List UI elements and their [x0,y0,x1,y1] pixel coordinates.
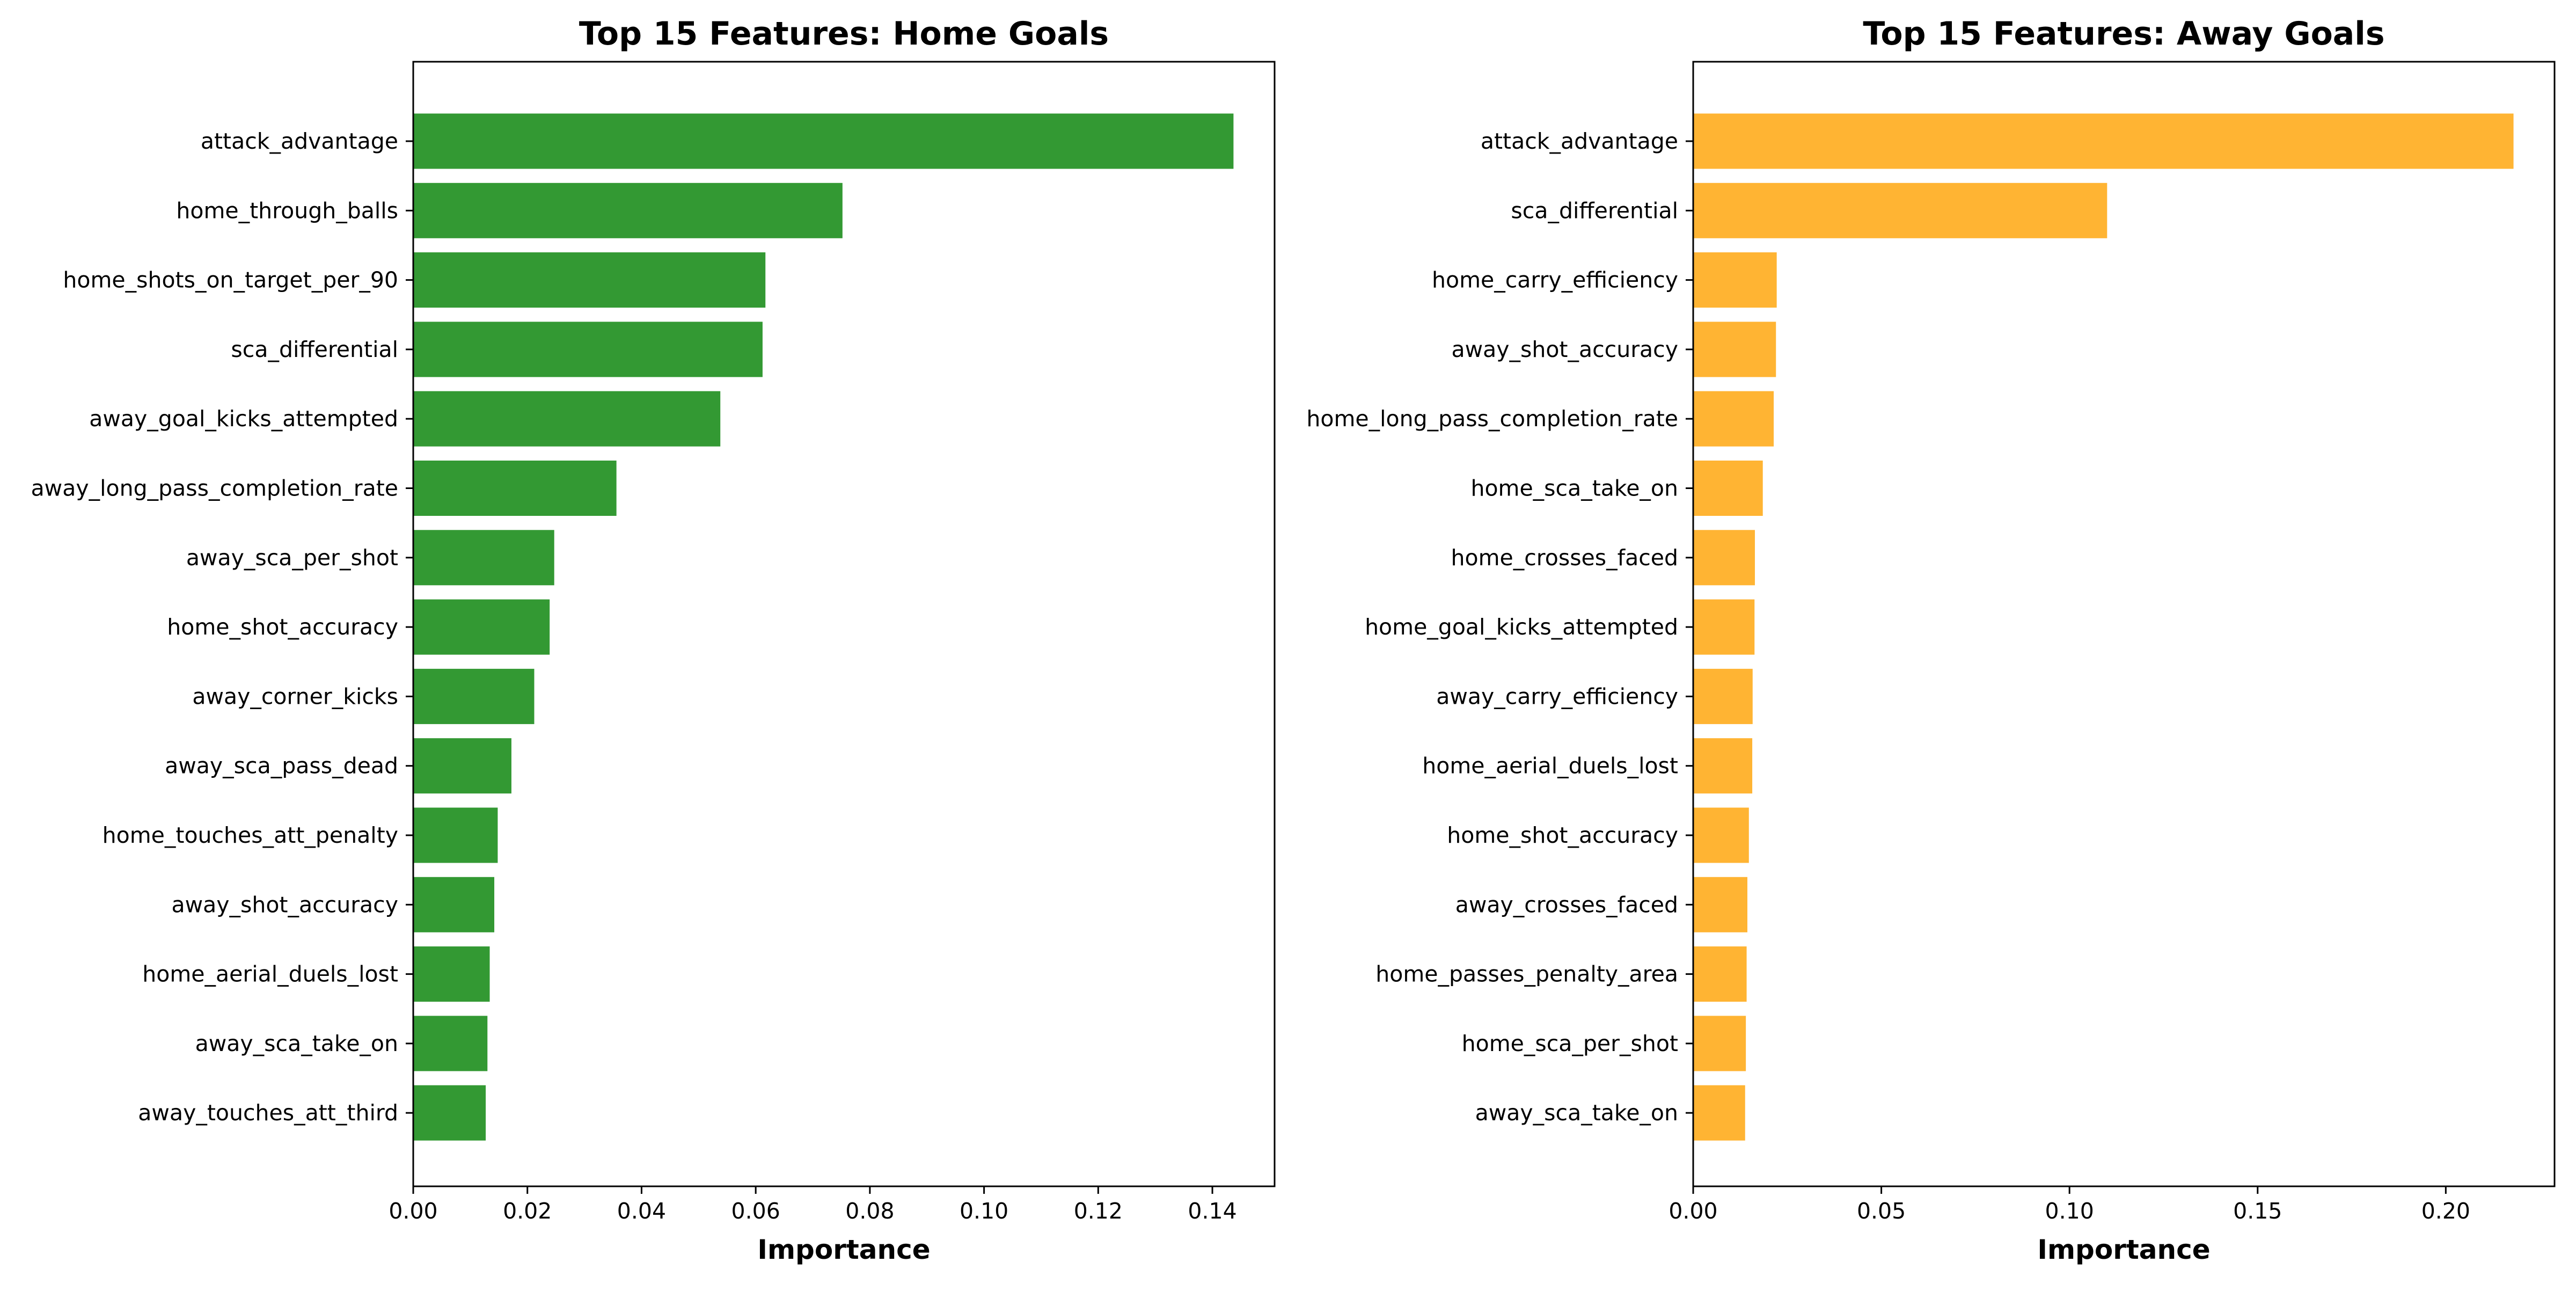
x-tick-label: 0.04 [617,1198,666,1224]
bar-home-shot-accuracy [413,599,550,655]
category-label: home_long_pass_completion_rate [1306,406,1678,432]
x-tick-label: 0.12 [1074,1198,1123,1224]
category-label: away_goal_kicks_attempted [89,406,398,432]
bar-attack-advantage [1693,113,2514,169]
x-axis-label: Importance [2037,1234,2210,1265]
category-label: away_long_pass_completion_rate [31,476,398,501]
bar-home-sca-take-on [1693,461,1763,516]
bar-away-sca-take-on [1693,1085,1745,1141]
bar-home-carry-efficiency [1693,252,1777,308]
bar-away-goal-kicks-attempted [413,391,721,447]
away-goals-panel: Top 15 Features: Away Goals attack_advant… [1306,15,2556,1265]
x-tick-label: 0.05 [1857,1198,1906,1224]
bar-sca-differential [1693,183,2107,238]
category-label: away_sca_take_on [1475,1100,1678,1126]
category-label: home_sca_take_on [1470,476,1678,501]
bar-home-passes-penalty-area [1693,946,1747,1002]
category-label: home_carry_efficiency [1432,267,1678,293]
bar-home-aerial-duels-lost [413,946,490,1002]
x-tick-label: 0.14 [1188,1198,1236,1224]
x-tick-label: 0.00 [1668,1198,1717,1224]
x-tick-label: 0.20 [2421,1198,2470,1224]
category-label: away_shot_accuracy [1451,337,1678,362]
bar-home-through-balls [413,183,843,238]
category-label: home_through_balls [176,198,398,223]
bar-away-sca-take-on [413,1016,488,1071]
category-label: attack_advantage [1481,128,1678,154]
x-tick-label: 0.06 [731,1198,780,1224]
category-label: home_passes_penalty_area [1375,961,1678,987]
bar-home-crosses-faced [1693,530,1755,586]
x-tick-label: 0.10 [2045,1198,2094,1224]
category-label: away_corner_kicks [192,683,398,709]
category-label: attack_advantage [201,128,398,154]
category-label: home_goal_kicks_attempted [1365,614,1678,640]
chart-title: Top 15 Features: Away Goals [1863,15,2384,53]
bar-home-shot-accuracy [1693,807,1749,863]
plot-frame [412,61,1276,1187]
category-label: away_touches_att_third [138,1100,398,1126]
category-label: home_shots_on_target_per_90 [63,267,398,293]
category-label: away_crosses_faced [1455,892,1678,917]
x-axis-label: Importance [757,1234,930,1265]
bar-home-sca-per-shot [1693,1016,1746,1071]
x-tick-label: 0.02 [503,1198,552,1224]
home-goals-panel: Top 15 Features: Home Goals attack_advant… [31,15,1276,1265]
category-label: home_shot_accuracy [167,614,398,640]
category-label: away_sca_per_shot [186,545,398,571]
x-tick-label: 0.00 [389,1198,437,1224]
category-label: home_aerial_duels_lost [1422,753,1678,779]
bar-away-sca-pass-dead [413,738,511,794]
category-label: away_shot_accuracy [171,892,398,917]
category-label: sca_differential [1511,198,1678,223]
category-label: away_sca_pass_dead [165,753,398,779]
x-tick-label: 0.08 [845,1198,894,1224]
bar-home-shots-on-target-per-90 [413,252,766,308]
bar-away-sca-per-shot [413,530,554,586]
x-tick-label: 0.15 [2233,1198,2282,1224]
bar-home-aerial-duels-lost [1693,738,1753,794]
category-label: away_carry_efficiency [1436,683,1678,709]
bar-home-goal-kicks-attempted [1693,599,1755,655]
bar-attack-advantage [413,113,1234,169]
x-tick-label: 0.10 [960,1198,1008,1224]
category-label: home_sca_per_shot [1462,1031,1678,1056]
category-label: away_sca_take_on [195,1031,398,1056]
bar-away-long-pass-completion-rate [413,461,617,516]
category-label: sca_differential [231,337,398,362]
bar-away-touches-att-third [413,1085,486,1141]
category-label: home_shot_accuracy [1447,822,1678,848]
bar-away-corner-kicks [413,668,535,724]
plot-frame [1692,61,2556,1187]
bar-sca-differential [413,322,763,377]
category-label: home_aerial_duels_lost [142,961,398,987]
chart-title: Top 15 Features: Home Goals [579,15,1109,53]
category-label: home_touches_att_penalty [103,822,398,848]
bar-away-shot-accuracy [413,877,495,932]
bar-away-shot-accuracy [1693,322,1776,377]
category-label: home_crosses_faced [1451,545,1678,571]
bar-home-long-pass-completion-rate [1693,391,1774,447]
bar-home-touches-att-penalty [413,807,498,863]
bar-away-crosses-faced [1693,877,1747,932]
bar-away-carry-efficiency [1693,668,1753,724]
